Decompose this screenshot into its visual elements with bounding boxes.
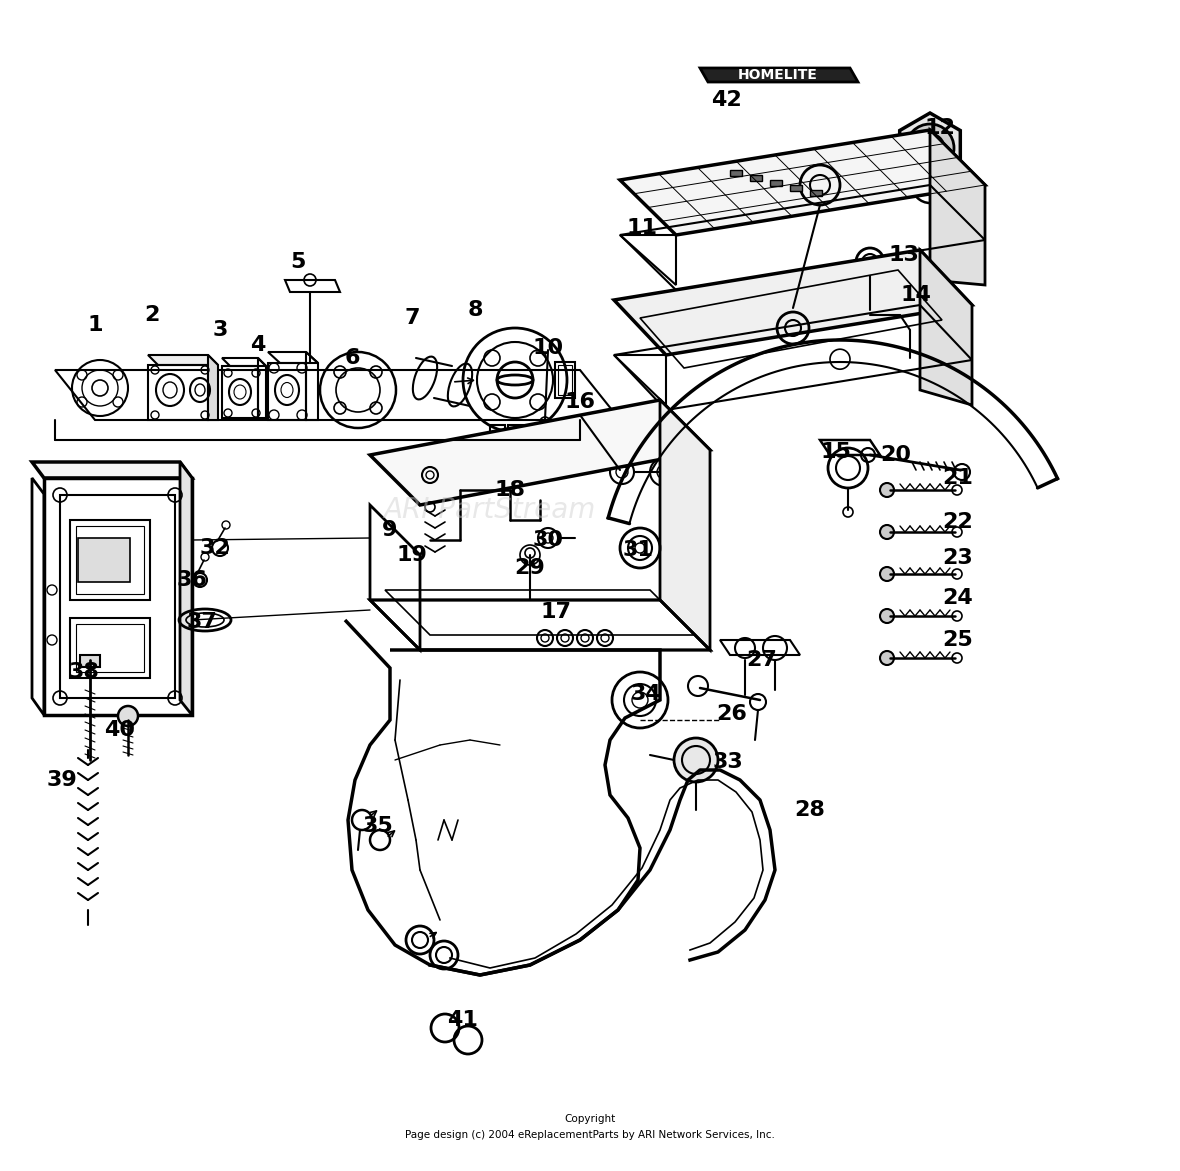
Text: 13: 13: [889, 245, 919, 265]
Text: 24: 24: [943, 588, 974, 608]
Circle shape: [916, 133, 944, 162]
Text: 18: 18: [494, 480, 525, 500]
Text: Copyright: Copyright: [564, 1114, 616, 1124]
Polygon shape: [32, 463, 192, 478]
Circle shape: [880, 651, 894, 665]
Bar: [70, 520, 150, 600]
Text: 16: 16: [564, 392, 596, 412]
Text: 42: 42: [710, 90, 741, 110]
Text: 20: 20: [880, 445, 911, 465]
Text: 28: 28: [794, 800, 826, 820]
Text: 33: 33: [713, 752, 743, 772]
Polygon shape: [148, 355, 218, 365]
Text: 37: 37: [186, 612, 217, 632]
Text: ARI PartStream: ARI PartStream: [384, 497, 596, 523]
Bar: [76, 624, 144, 672]
Bar: [771, 180, 782, 186]
Text: 19: 19: [396, 545, 427, 564]
Bar: [555, 362, 575, 398]
Circle shape: [880, 525, 894, 539]
Text: 8: 8: [467, 300, 483, 320]
Text: 27: 27: [747, 650, 778, 670]
Text: 21: 21: [943, 468, 974, 488]
Text: 4: 4: [250, 335, 266, 355]
Text: 34: 34: [630, 684, 661, 704]
Polygon shape: [899, 112, 961, 183]
Circle shape: [118, 706, 138, 726]
Bar: [490, 425, 505, 450]
Text: 2: 2: [144, 304, 159, 326]
Text: 23: 23: [943, 548, 974, 568]
Text: 6: 6: [345, 348, 360, 368]
Polygon shape: [920, 249, 972, 405]
Circle shape: [906, 124, 953, 172]
Text: 22: 22: [943, 512, 974, 532]
Text: HOMELITE: HOMELITE: [738, 68, 818, 82]
Text: Page design (c) 2004 eReplacementParts by ARI Network Services, Inc.: Page design (c) 2004 eReplacementParts b…: [405, 1130, 775, 1141]
Polygon shape: [181, 463, 192, 715]
Polygon shape: [700, 68, 858, 82]
Bar: [76, 526, 144, 594]
Text: 17: 17: [540, 602, 571, 622]
Circle shape: [880, 482, 894, 497]
Bar: [809, 190, 822, 196]
Text: 11: 11: [627, 218, 657, 238]
Polygon shape: [930, 130, 985, 285]
Text: 41: 41: [446, 1011, 478, 1030]
Text: 14: 14: [900, 285, 931, 304]
Text: 9: 9: [382, 520, 398, 540]
Bar: [789, 185, 802, 191]
Text: 5: 5: [290, 252, 306, 272]
Text: 25: 25: [943, 630, 974, 650]
Text: 31: 31: [623, 540, 654, 560]
Bar: [78, 537, 130, 582]
Circle shape: [880, 567, 894, 581]
Text: 40: 40: [105, 720, 136, 740]
Polygon shape: [208, 355, 218, 420]
Text: 35: 35: [362, 816, 393, 836]
Polygon shape: [614, 249, 972, 355]
Polygon shape: [371, 400, 710, 505]
Text: 12: 12: [925, 118, 956, 138]
Text: 15: 15: [820, 441, 852, 463]
Circle shape: [880, 609, 894, 623]
Bar: [558, 365, 572, 395]
Text: 26: 26: [716, 704, 747, 724]
Circle shape: [924, 142, 936, 155]
Text: 38: 38: [68, 662, 99, 682]
Circle shape: [674, 738, 717, 782]
Polygon shape: [620, 130, 985, 235]
Polygon shape: [660, 400, 710, 650]
Bar: [509, 425, 523, 450]
Text: 30: 30: [532, 530, 564, 550]
Text: 32: 32: [199, 537, 230, 559]
Bar: [730, 170, 742, 176]
Bar: [750, 174, 762, 182]
Text: 1: 1: [87, 315, 103, 335]
Bar: [70, 618, 150, 678]
Text: 29: 29: [514, 559, 545, 578]
Circle shape: [92, 381, 109, 396]
Text: 39: 39: [47, 771, 78, 790]
Text: 7: 7: [405, 308, 420, 328]
Bar: [80, 655, 100, 667]
Text: 36: 36: [177, 570, 208, 590]
Text: 10: 10: [532, 338, 564, 358]
Text: 3: 3: [212, 320, 228, 340]
